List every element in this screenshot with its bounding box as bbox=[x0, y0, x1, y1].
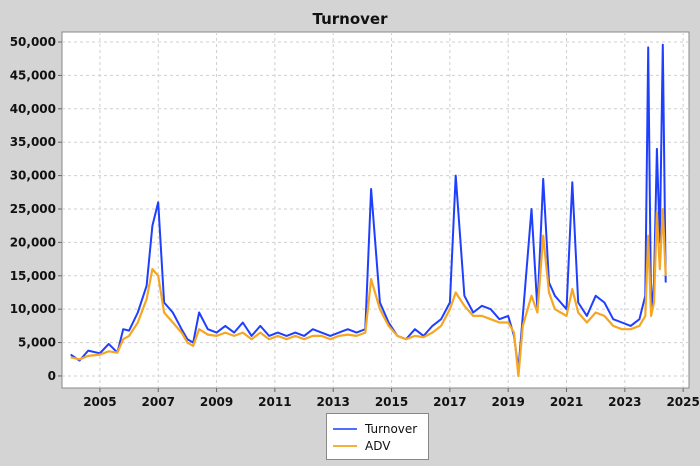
x-tick-label: 2011 bbox=[258, 395, 291, 409]
y-tick-label: 15,000 bbox=[10, 269, 56, 283]
y-tick-label: 0 bbox=[48, 369, 56, 383]
plot-background bbox=[61, 31, 690, 389]
y-tick-label: 50,000 bbox=[10, 35, 56, 49]
series-layer bbox=[70, 43, 667, 378]
y-tick-label: 20,000 bbox=[10, 235, 56, 249]
y-tick-label: 35,000 bbox=[10, 135, 56, 149]
legend-swatch-adv bbox=[333, 445, 357, 447]
series-line-adv bbox=[70, 207, 667, 378]
y-tick-label: 5,000 bbox=[18, 336, 56, 350]
y-tick-label: 30,000 bbox=[10, 169, 56, 183]
legend-item-turnover: Turnover bbox=[333, 421, 417, 437]
x-tick-label: 2009 bbox=[200, 395, 233, 409]
x-tick-label: 2023 bbox=[608, 395, 641, 409]
y-tick-label: 25,000 bbox=[10, 202, 56, 216]
legend-swatch-turnover bbox=[333, 428, 357, 430]
x-tick-label: 2019 bbox=[491, 395, 524, 409]
axes: 0 5,000 10,000 15,000 20,000 25,000 30,000 35,0… bbox=[10, 35, 700, 409]
chart-title: Turnover bbox=[312, 10, 388, 28]
y-tick-label: 40,000 bbox=[10, 102, 56, 116]
x-tick-label: 2013 bbox=[317, 395, 350, 409]
x-tick-label: 2017 bbox=[433, 395, 466, 409]
x-tick-label: 2021 bbox=[550, 395, 583, 409]
x-tick-label: 2015 bbox=[375, 395, 408, 409]
legend-item-adv: ADV bbox=[333, 438, 390, 454]
y-tick-label: 45,000 bbox=[10, 68, 56, 82]
legend-label-turnover: Turnover bbox=[365, 422, 418, 436]
x-tick-label: 2005 bbox=[83, 395, 116, 409]
legend: Turnover ADV bbox=[326, 413, 429, 460]
legend-label-adv: ADV bbox=[365, 439, 391, 453]
y-tick-label: 10,000 bbox=[10, 302, 56, 316]
x-tick-label: 2007 bbox=[142, 395, 175, 409]
x-tick-label: 2025 bbox=[666, 395, 699, 409]
